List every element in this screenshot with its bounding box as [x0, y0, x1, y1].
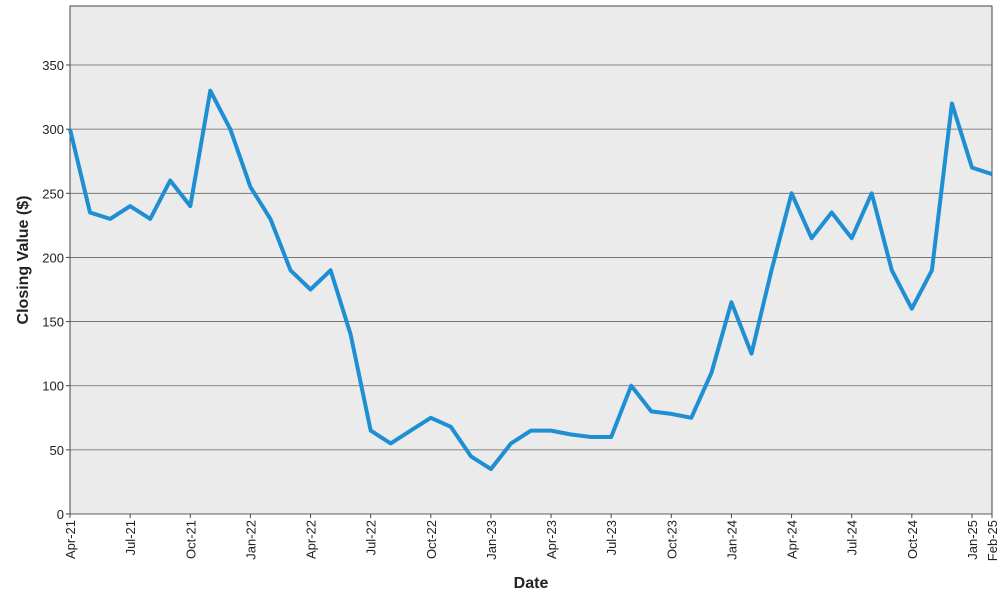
- x-tick-label: Apr-22: [304, 520, 319, 559]
- y-tick-label: 150: [42, 315, 64, 330]
- y-tick-label: 250: [42, 186, 64, 201]
- x-tick-label: Jan-22: [243, 520, 258, 560]
- x-tick-label: Jan-23: [484, 520, 499, 560]
- x-tick-label: Oct-24: [905, 520, 920, 559]
- y-tick-label: 100: [42, 379, 64, 394]
- x-tick-label: Jan-25: [965, 520, 980, 560]
- y-tick-label: 0: [57, 507, 64, 522]
- x-tick-label: Oct-22: [424, 520, 439, 559]
- y-axis-title: Closing Value ($): [15, 196, 32, 325]
- x-tick-label: Apr-24: [785, 520, 800, 559]
- x-tick-label: Apr-21: [63, 520, 78, 559]
- x-tick-label: Jul-23: [604, 520, 619, 555]
- x-tick-label: Jul-22: [364, 520, 379, 555]
- plot-area: [69, 5, 993, 515]
- y-tick-label: 50: [50, 443, 64, 458]
- x-tick-label: Apr-23: [544, 520, 559, 559]
- x-axis-title: Date: [514, 575, 549, 592]
- x-tick-label: Jul-21: [123, 520, 138, 555]
- x-tick-label: Oct-21: [183, 520, 198, 559]
- line: [68, 88, 993, 472]
- x-tick-label: Feb-25: [985, 520, 1000, 561]
- x-tick-label: Oct-23: [664, 520, 679, 559]
- y-tick-label: 200: [42, 250, 64, 265]
- x-tick-label: Jan-24: [724, 520, 739, 560]
- x-tick-label: Jul-24: [845, 520, 860, 555]
- y-tick-label: 350: [42, 58, 64, 73]
- y-tick-label: 300: [42, 122, 64, 137]
